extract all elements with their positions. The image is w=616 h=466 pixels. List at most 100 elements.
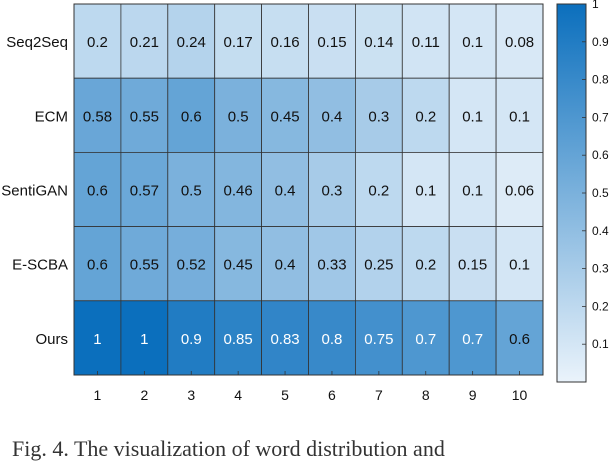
heatmap-cell: [120, 77, 169, 153]
heatmap-cell: [73, 3, 122, 79]
cell-value-label: 0.2: [415, 108, 436, 125]
cell-value-label: 0.46: [224, 183, 253, 200]
column-label: 8: [422, 387, 430, 403]
heatmap-cell: [167, 151, 216, 227]
cell-value-label: 0.06: [505, 183, 534, 200]
heatmap-cell: [308, 226, 356, 302]
heatmap-cell: [214, 3, 262, 79]
heatmap-cell: [401, 226, 450, 302]
cell-value-label: 0.3: [368, 108, 389, 125]
row-label: ECM: [35, 108, 68, 125]
colorbar-tick-label: 0.1: [592, 337, 609, 351]
column-label: 7: [375, 387, 383, 403]
cell-value-label: 0.7: [462, 331, 483, 348]
cell-value-label: 0.17: [224, 34, 253, 51]
colorbar-tick-label: 0.5: [592, 186, 609, 200]
heatmap-cell: [448, 226, 497, 302]
cell-value-label: 0.7: [415, 331, 436, 348]
heatmap-cell: [495, 300, 544, 376]
row-label: Seq2Seq: [6, 34, 68, 51]
colorbar-tick-label: 0.4: [592, 224, 609, 238]
heatmap-cell: [401, 3, 450, 79]
column-label: 9: [469, 387, 477, 403]
heatmap-cell: [354, 226, 403, 302]
cell-value-label: 0.14: [364, 34, 393, 51]
figure-caption: Fig. 4. The visualization of word distri…: [12, 436, 445, 461]
heatmap-cell: [73, 151, 122, 227]
row-label: Ours: [35, 331, 68, 348]
cell-value-label: 0.33: [317, 257, 346, 274]
heatmap-cell: [448, 300, 497, 376]
colorbar-tick-label: 1: [592, 0, 599, 11]
cell-value-labels: 0.2 0.21 0.24 0.17 0.16 0.15 0.14 0.11 0.1 0.080.…: [83, 34, 534, 348]
row-labels: Seq2Seq ECM SentiGAN E-SCBA Ours: [1, 34, 68, 348]
colorbar-gradient: [556, 3, 587, 383]
colorbar-tick-label: 0.6: [592, 148, 609, 162]
column-label: 6: [328, 387, 336, 403]
heatmap-cell: [308, 3, 356, 79]
cell-value-label: 0.45: [270, 108, 299, 125]
cell-value-label: 0.2: [368, 183, 389, 200]
heatmap-cell: [120, 151, 169, 227]
cell-value-label: 0.1: [462, 34, 483, 51]
heatmap-cell: [495, 3, 544, 79]
cell-value-label: 0.4: [275, 183, 296, 200]
cell-value-label: 0.15: [458, 257, 487, 274]
cell-value-label: 0.1: [462, 183, 483, 200]
heatmap-cell: [261, 151, 309, 227]
heatmap-cell: [120, 3, 169, 79]
heatmap-cell: [401, 151, 450, 227]
cell-value-label: 0.9: [181, 331, 202, 348]
cell-value-label: 0.75: [364, 331, 393, 348]
cell-value-label: 0.55: [130, 257, 159, 274]
heatmap-cell: [167, 300, 216, 376]
cell-value-label: 0.5: [228, 108, 249, 125]
cell-value-label: 0.24: [177, 34, 206, 51]
heatmap-cell: [354, 300, 403, 376]
column-label: 4: [234, 387, 242, 403]
heatmap-cell: [448, 77, 497, 153]
heatmap-cell: [73, 226, 122, 302]
heatmap-cells: [73, 3, 544, 376]
colorbar-tick-label: 0.3: [592, 262, 609, 276]
colorbar-tick-label: 0.9: [592, 35, 609, 49]
column-label: 5: [281, 387, 289, 403]
heatmap-cell: [401, 77, 450, 153]
cell-value-label: 0.5: [181, 183, 202, 200]
heatmap-cell: [261, 226, 309, 302]
column-labels: 1 2 3 4 5 6 7 8 9 10: [94, 371, 528, 403]
plot-frame: [73, 3, 544, 376]
cell-value-label: 0.3: [322, 183, 343, 200]
cell-value-label: 0.6: [87, 257, 108, 274]
cell-value-label: 0.1: [509, 108, 530, 125]
colorbar-tick-label: 0.8: [592, 73, 609, 87]
colorbar: 0.1 0.2 0.3 0.4 0.5 0.6 0.7 0.8 0.9 1: [556, 0, 609, 383]
cell-value-label: 1: [93, 331, 101, 348]
cell-value-label: 0.08: [505, 34, 534, 51]
cell-value-label: 0.52: [177, 257, 206, 274]
cell-value-label: 0.2: [87, 34, 108, 51]
cell-value-label: 0.21: [130, 34, 159, 51]
column-label: 1: [94, 387, 102, 403]
colorbar-tick-label: 0.2: [592, 299, 609, 313]
heatmap-cell: [214, 77, 262, 153]
cell-value-label: 0.4: [322, 108, 343, 125]
row-label: SentiGAN: [1, 183, 68, 200]
heatmap-cell: [495, 226, 544, 302]
cell-value-label: 0.1: [509, 257, 530, 274]
cell-value-label: 0.11: [412, 34, 440, 51]
colorbar-tick-label: 0.7: [592, 110, 609, 124]
cell-value-label: 0.83: [270, 331, 299, 348]
heatmap-cell: [448, 151, 497, 227]
cell-value-label: 0.8: [322, 331, 343, 348]
cell-value-label: 0.1: [462, 108, 483, 125]
cell-value-label: 0.57: [130, 183, 159, 200]
cell-value-label: 0.6: [87, 183, 108, 200]
cell-value-label: 1: [140, 331, 148, 348]
row-label: E-SCBA: [12, 257, 68, 274]
heatmap-cell: [354, 151, 403, 227]
cell-value-label: 0.6: [509, 331, 530, 348]
cell-value-label: 0.25: [364, 257, 393, 274]
cell-value-label: 0.15: [317, 34, 346, 51]
